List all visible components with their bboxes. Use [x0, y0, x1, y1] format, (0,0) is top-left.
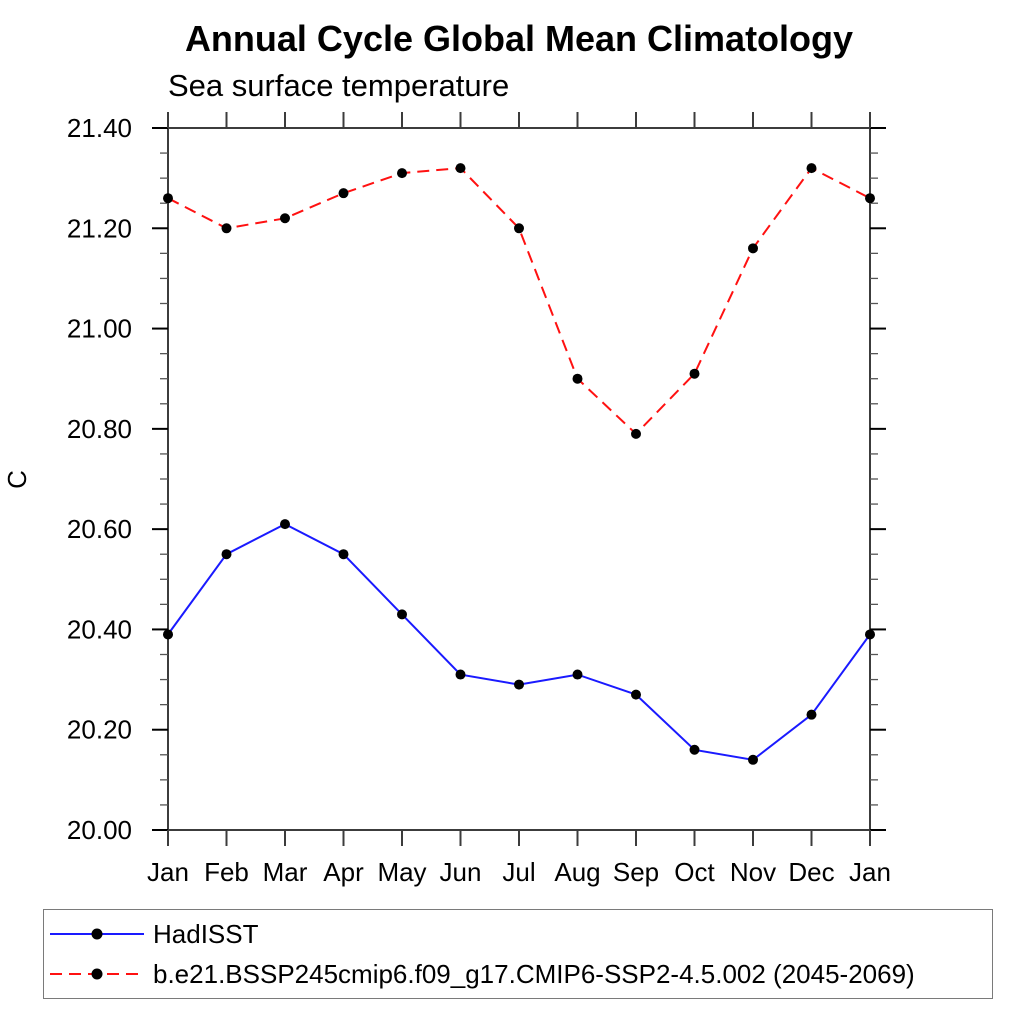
x-tick-label: May: [377, 857, 426, 887]
data-point-hadisst: [455, 669, 466, 680]
x-tick-label: Aug: [554, 857, 600, 887]
legend-label-model: b.e21.BSSP245cmip6.f09_g17.CMIP6-SSP2-4.…: [153, 958, 915, 989]
x-tick-label: Oct: [674, 857, 715, 887]
chart-title: Annual Cycle Global Mean Climatology: [184, 18, 854, 59]
data-point-model: [397, 168, 407, 179]
y-tick-label: 20.40: [67, 614, 132, 644]
x-tick-label: Feb: [204, 857, 249, 887]
legend-entry-hadisst: HadISST: [47, 914, 992, 954]
series-line-hadisst: [167, 522, 871, 761]
x-tick-label: Jan: [849, 857, 891, 887]
y-tick-label: 21.40: [67, 113, 132, 143]
x-tick-label: Apr: [323, 857, 364, 887]
data-point-hadisst: [221, 549, 232, 560]
data-point-hadisst: [806, 709, 817, 720]
data-point-hadisst: [514, 679, 524, 690]
data-point-hadisst: [163, 629, 173, 640]
chart-subtitle: Sea surface temperature: [168, 68, 510, 103]
data-point-model: [514, 223, 524, 234]
x-tick-label: Jan: [147, 857, 189, 887]
data-point-model: [689, 368, 700, 379]
data-point-model: [338, 188, 349, 199]
legend-box: HadISST b.e21.BSSP245cmip6.f09_g17.CMIP6…: [43, 909, 993, 999]
data-point-model: [748, 243, 758, 254]
data-point-hadisst: [572, 669, 583, 680]
x-tick-label: Jun: [440, 857, 482, 887]
legend-entry-model: b.e21.BSSP245cmip6.f09_g17.CMIP6-SSP2-4.…: [47, 954, 992, 994]
legend-line-sample-solid: [50, 928, 144, 940]
data-point-model: [455, 163, 466, 174]
legend-line-sample-dashed: [50, 968, 144, 980]
data-point-hadisst: [748, 754, 758, 765]
x-tick-label: Mar: [263, 857, 308, 887]
data-point-model: [865, 193, 875, 204]
data-point-model: [806, 163, 817, 174]
y-tick-label: 20.20: [67, 715, 132, 745]
x-tick-label: Nov: [730, 857, 776, 887]
data-point-model: [221, 223, 232, 234]
data-point-hadisst: [280, 519, 290, 530]
data-point-hadisst: [689, 744, 700, 755]
series-line-model: [167, 166, 871, 436]
y-tick-label: 21.00: [67, 314, 132, 344]
data-point-model: [572, 373, 583, 384]
data-point-model: [631, 428, 641, 439]
x-tick-label: Sep: [613, 857, 659, 887]
data-point-hadisst: [338, 549, 349, 560]
y-tick-label: 20.80: [67, 414, 132, 444]
data-point-hadisst: [397, 609, 407, 620]
data-point-hadisst: [631, 689, 641, 700]
data-point-model: [280, 213, 290, 224]
x-tick-label: Dec: [788, 857, 834, 887]
y-tick-label: 20.00: [67, 815, 132, 845]
y-tick-label: 21.20: [67, 213, 132, 243]
data-point-model: [163, 193, 173, 204]
plot-area: 20.00 20.20 20.40 20.60 20.80 21.00 21.20 21.40…: [67, 112, 891, 887]
x-tick-label: Jul: [502, 857, 535, 887]
data-point-hadisst: [865, 629, 875, 640]
y-tick-label: 20.60: [67, 514, 132, 544]
legend-label-hadisst: HadISST: [153, 918, 259, 949]
